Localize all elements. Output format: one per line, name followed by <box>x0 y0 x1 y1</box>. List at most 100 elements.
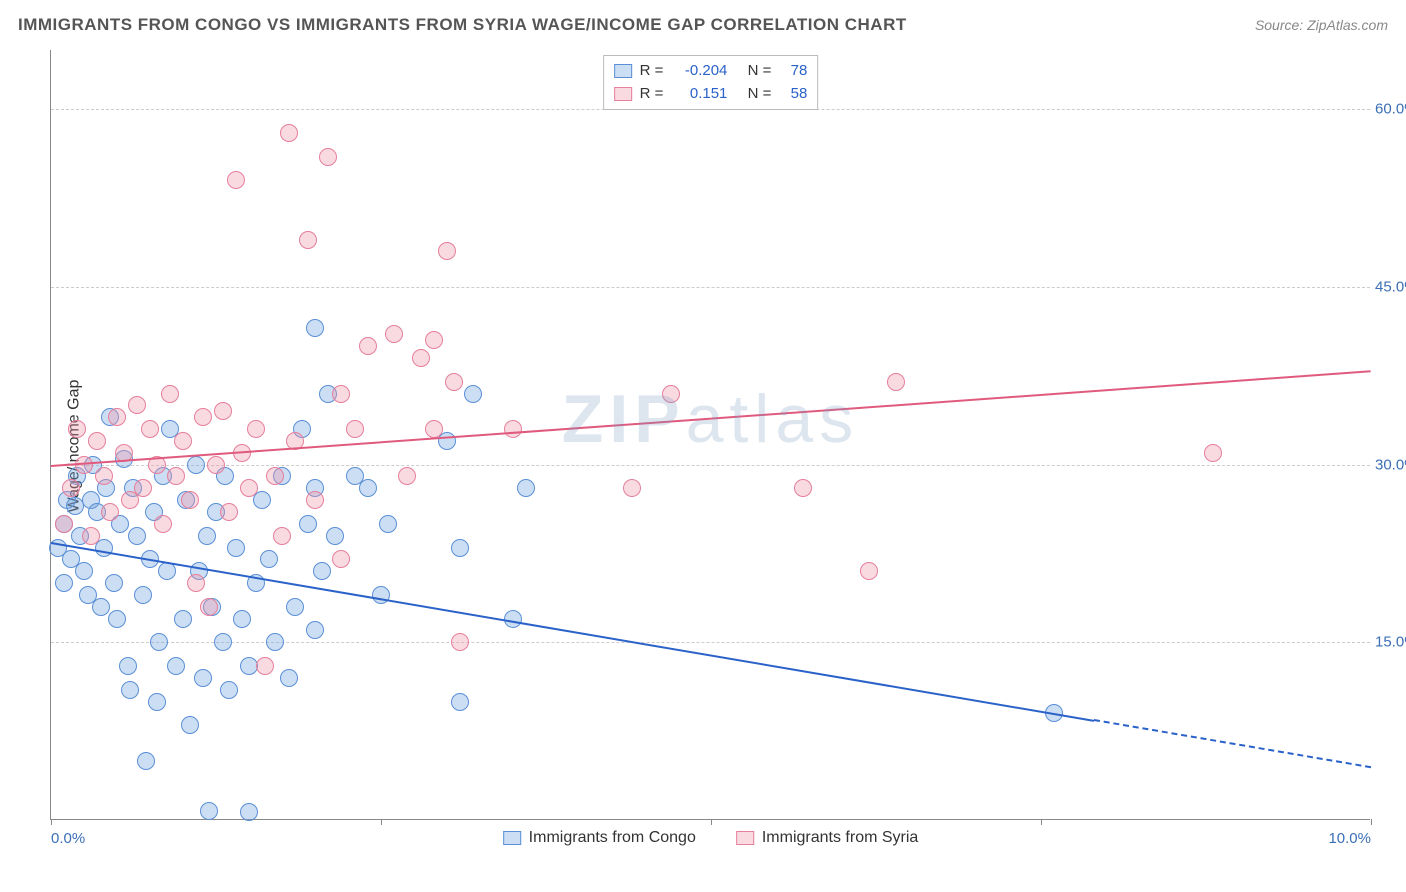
data-point-congo <box>128 527 146 545</box>
data-point-congo <box>504 610 522 628</box>
data-point-congo <box>464 385 482 403</box>
data-point-congo <box>280 669 298 687</box>
stats-legend: R = -0.204 N = 78 R = 0.151 N = 58 <box>603 55 819 110</box>
r-label: R = <box>640 60 664 83</box>
n-label: N = <box>748 60 772 83</box>
data-point-congo <box>227 539 245 557</box>
chart-title: IMMIGRANTS FROM CONGO VS IMMIGRANTS FROM… <box>18 15 907 35</box>
data-point-syria <box>174 432 192 450</box>
data-point-congo <box>240 803 258 821</box>
data-point-syria <box>167 467 185 485</box>
gridline <box>51 465 1370 466</box>
data-point-congo <box>55 574 73 592</box>
legend-item-syria: Immigrants from Syria <box>736 829 918 847</box>
data-point-congo <box>299 515 317 533</box>
data-point-congo <box>451 693 469 711</box>
data-point-congo <box>326 527 344 545</box>
x-tick-mark <box>711 819 712 825</box>
data-point-congo <box>92 598 110 616</box>
trend-line-congo-dashed <box>1094 719 1372 768</box>
x-tick-mark <box>1041 819 1042 825</box>
data-point-congo <box>260 550 278 568</box>
data-point-syria <box>385 325 403 343</box>
legend-label-syria: Immigrants from Syria <box>762 829 918 847</box>
n-label: N = <box>748 83 772 106</box>
data-point-syria <box>359 337 377 355</box>
legend-item-congo: Immigrants from Congo <box>503 829 696 847</box>
x-tick-mark <box>51 819 52 825</box>
data-point-syria <box>187 574 205 592</box>
data-point-syria <box>227 171 245 189</box>
r-label: R = <box>640 83 664 106</box>
gridline <box>51 287 1370 288</box>
data-point-syria <box>247 420 265 438</box>
data-point-congo <box>137 752 155 770</box>
data-point-congo <box>181 716 199 734</box>
data-point-congo <box>108 610 126 628</box>
data-point-syria <box>194 408 212 426</box>
data-point-congo <box>306 621 324 639</box>
data-point-congo <box>233 610 251 628</box>
data-point-syria <box>398 467 416 485</box>
x-tick-label: 10.0% <box>1328 830 1371 847</box>
data-point-syria <box>319 148 337 166</box>
scatter-chart: ZIPatlas R = -0.204 N = 78 R = 0.151 N =… <box>50 50 1370 820</box>
data-point-syria <box>425 331 443 349</box>
data-point-syria <box>220 503 238 521</box>
data-point-syria <box>266 467 284 485</box>
data-point-syria <box>887 373 905 391</box>
data-point-congo <box>286 598 304 616</box>
data-point-syria <box>451 633 469 651</box>
stats-row-congo: R = -0.204 N = 78 <box>614 60 808 83</box>
data-point-syria <box>346 420 364 438</box>
data-point-congo <box>451 539 469 557</box>
data-point-congo <box>198 527 216 545</box>
data-point-syria <box>623 479 641 497</box>
series-legend: Immigrants from Congo Immigrants from Sy… <box>503 829 919 847</box>
gridline <box>51 642 1370 643</box>
data-point-syria <box>438 242 456 260</box>
data-point-congo <box>119 657 137 675</box>
data-point-congo <box>148 693 166 711</box>
source-attribution: Source: ZipAtlas.com <box>1255 17 1388 33</box>
data-point-congo <box>121 681 139 699</box>
data-point-syria <box>108 408 126 426</box>
data-point-syria <box>425 420 443 438</box>
data-point-syria <box>55 515 73 533</box>
data-point-syria <box>134 479 152 497</box>
data-point-syria <box>141 420 159 438</box>
data-point-syria <box>662 385 680 403</box>
data-point-syria <box>240 479 258 497</box>
data-point-syria <box>860 562 878 580</box>
data-point-congo <box>266 633 284 651</box>
data-point-congo <box>167 657 185 675</box>
data-point-congo <box>150 633 168 651</box>
data-point-syria <box>181 491 199 509</box>
data-point-congo <box>134 586 152 604</box>
legend-label-congo: Immigrants from Congo <box>529 829 696 847</box>
data-point-syria <box>332 385 350 403</box>
y-tick-label: 15.0% <box>1375 634 1406 651</box>
y-tick-label: 45.0% <box>1375 278 1406 295</box>
data-point-congo <box>75 562 93 580</box>
swatch-syria <box>614 87 632 101</box>
data-point-syria <box>445 373 463 391</box>
x-tick-mark <box>1371 819 1372 825</box>
trend-line-congo <box>51 542 1094 722</box>
n-value-syria: 58 <box>779 83 807 106</box>
data-point-congo <box>105 574 123 592</box>
data-point-syria <box>154 515 172 533</box>
data-point-congo <box>200 802 218 820</box>
data-point-syria <box>256 657 274 675</box>
swatch-syria <box>736 831 754 845</box>
data-point-syria <box>68 420 86 438</box>
data-point-congo <box>214 633 232 651</box>
data-point-syria <box>332 550 350 568</box>
y-tick-label: 30.0% <box>1375 456 1406 473</box>
data-point-congo <box>187 456 205 474</box>
y-tick-label: 60.0% <box>1375 101 1406 118</box>
data-point-syria <box>200 598 218 616</box>
data-point-congo <box>359 479 377 497</box>
data-point-congo <box>379 515 397 533</box>
stats-row-syria: R = 0.151 N = 58 <box>614 83 808 106</box>
